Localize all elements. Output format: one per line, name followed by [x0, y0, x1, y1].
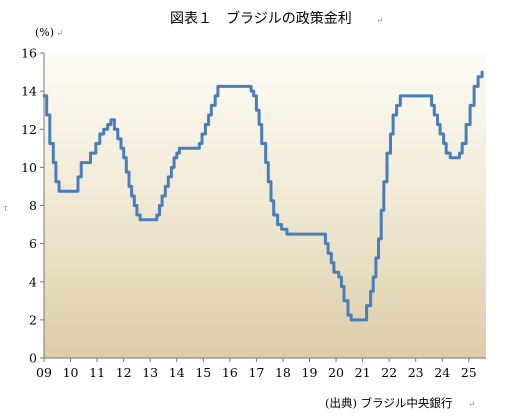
chart-title: 図表１ ブラジルの政策金利	[170, 10, 352, 27]
return-mark: ↵	[468, 400, 476, 410]
x-tick-label: 22	[381, 365, 397, 380]
x-tick-label: 23	[408, 365, 424, 380]
edit-mark: τ	[3, 204, 8, 214]
x-tick-label: 20	[328, 365, 344, 380]
x-tick-label: 19	[302, 365, 318, 380]
y-unit-label: (%)	[35, 26, 54, 39]
series-line-policy-rate	[42, 70, 484, 322]
x-tick-label: 13	[142, 365, 158, 380]
y-tick-label: 0	[29, 351, 37, 366]
x-tick-label: 24	[434, 365, 450, 380]
y-tick-label: 4	[29, 274, 37, 289]
y-tick-label: 10	[21, 160, 37, 175]
return-mark: ↵	[56, 29, 64, 39]
x-axis-ticks: 09 10 11 12 13 14 15 16 17 18 19 20 21 22 23 24 25	[36, 358, 477, 380]
y-tick-label: 14	[21, 84, 37, 99]
x-tick-label: 14	[169, 365, 185, 380]
x-tick-label: 15	[195, 365, 211, 380]
x-tick-label: 21	[355, 365, 371, 380]
source-note: (出典) ブラジル中央銀行	[325, 396, 452, 410]
x-tick-label: 17	[248, 365, 264, 380]
y-tick-label: 2	[29, 312, 37, 327]
y-tick-label: 12	[21, 122, 37, 137]
y-tick-label: 16	[21, 46, 37, 61]
x-tick-label: 10	[63, 365, 79, 380]
x-tick-label: 25	[461, 365, 477, 380]
y-tick-label: 8	[29, 198, 37, 213]
y-axis-ticks: 0 2 4 6 8 10 12 14 16	[21, 46, 44, 366]
plot-area	[44, 53, 486, 358]
x-tick-label: 16	[222, 365, 238, 380]
x-tick-label: 09	[36, 365, 52, 380]
y-tick-label: 6	[29, 236, 37, 251]
x-tick-label: 11	[89, 365, 105, 380]
x-tick-label: 18	[275, 365, 291, 380]
return-mark: ↵	[376, 16, 384, 26]
x-tick-label: 12	[116, 365, 132, 380]
